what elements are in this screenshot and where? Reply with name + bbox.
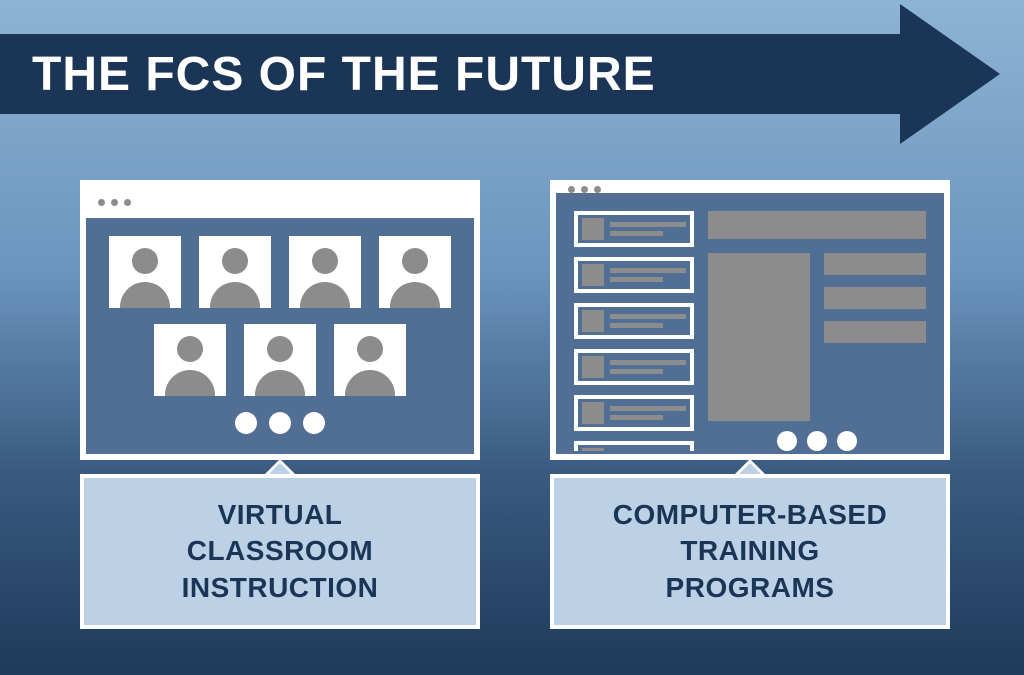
list-item: [574, 441, 694, 451]
text-line-icon: [824, 253, 926, 275]
thumb-icon: [582, 356, 604, 378]
avatar-icon: [334, 324, 406, 396]
window-body: [86, 218, 474, 454]
label-line: VIRTUAL: [182, 497, 379, 533]
hero-row: [708, 253, 926, 421]
main-content: [708, 211, 926, 451]
titlebar-dot-icon: [98, 199, 105, 206]
page-title: THE FCS OF THE FUTURE: [0, 47, 656, 102]
window-cbt: [550, 180, 950, 460]
avatar-icon: [109, 236, 181, 308]
pager-dot-icon: [269, 412, 291, 434]
avatar-row: [104, 236, 456, 308]
list-item: [574, 303, 694, 339]
arrow-head-icon: [900, 4, 1000, 144]
avatar-icon: [244, 324, 316, 396]
panel-computer-based-training: COMPUTER-BASED TRAINING PROGRAMS: [550, 180, 950, 629]
label-line: PROGRAMS: [613, 570, 888, 606]
pager-dots: [104, 412, 456, 434]
titlebar-dot-icon: [594, 186, 601, 193]
thumb-icon: [582, 310, 604, 332]
avatar-row: [104, 324, 456, 396]
label-line: CLASSROOM: [182, 533, 379, 569]
pager-dot-icon: [303, 412, 325, 434]
titlebar-dot-icon: [568, 186, 575, 193]
arrow-shaft: THE FCS OF THE FUTURE: [0, 34, 900, 114]
panel-label: VIRTUAL CLASSROOM INSTRUCTION: [80, 474, 480, 629]
panel-virtual-classroom: VIRTUAL CLASSROOM INSTRUCTION: [80, 180, 480, 629]
avatar-icon: [199, 236, 271, 308]
hero-lines: [824, 253, 926, 421]
thumb-icon: [582, 402, 604, 424]
avatar-icon: [154, 324, 226, 396]
thumb-icon: [582, 264, 604, 286]
window-body: [556, 193, 944, 461]
text-line-icon: [824, 321, 926, 343]
list-item: [574, 349, 694, 385]
window-virtual-classroom: [80, 180, 480, 460]
title-arrow: THE FCS OF THE FUTURE: [0, 34, 1024, 124]
hero-image-icon: [708, 253, 810, 421]
label-line: COMPUTER-BASED: [613, 497, 888, 533]
list-item: [574, 395, 694, 431]
label-line: INSTRUCTION: [182, 570, 379, 606]
pager-dot-icon: [807, 431, 827, 451]
thumb-icon: [582, 448, 604, 451]
avatar-icon: [379, 236, 451, 308]
text-line-icon: [824, 287, 926, 309]
hero-bar: [708, 211, 926, 239]
avatar-icon: [289, 236, 361, 308]
pager-dot-icon: [777, 431, 797, 451]
list-item: [574, 211, 694, 247]
label-line: TRAINING: [613, 533, 888, 569]
titlebar-dot-icon: [111, 199, 118, 206]
list-item: [574, 257, 694, 293]
panel-label: COMPUTER-BASED TRAINING PROGRAMS: [550, 474, 950, 629]
titlebar-dot-icon: [581, 186, 588, 193]
titlebar-dot-icon: [124, 199, 131, 206]
side-list: [574, 211, 694, 451]
window-titlebar: [86, 186, 474, 218]
thumb-icon: [582, 218, 604, 240]
pager-dots: [708, 431, 926, 451]
pager-dot-icon: [235, 412, 257, 434]
pager-dot-icon: [837, 431, 857, 451]
window-titlebar: [556, 186, 944, 193]
